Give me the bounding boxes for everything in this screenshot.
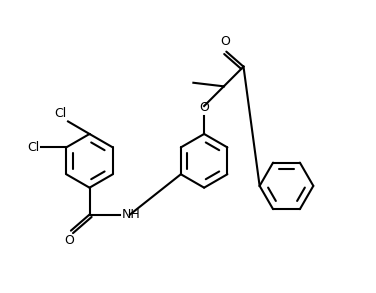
Text: O: O [65, 234, 74, 246]
Text: Cl: Cl [54, 107, 66, 120]
Text: O: O [220, 35, 230, 48]
Text: NH: NH [121, 208, 140, 221]
Text: O: O [199, 101, 209, 114]
Text: Cl: Cl [27, 141, 39, 154]
